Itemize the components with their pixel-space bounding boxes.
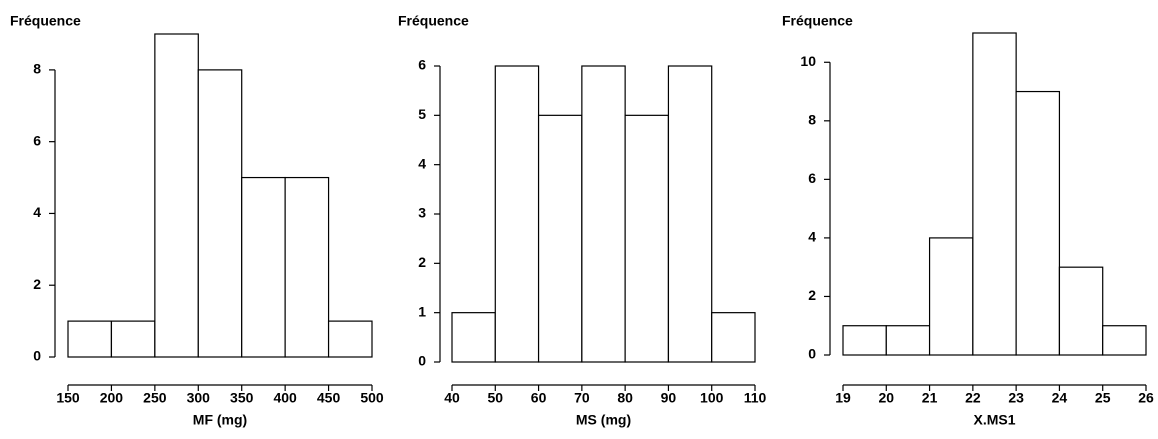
y-tick-label: 2 bbox=[33, 276, 41, 292]
x-axis-title: X.MS1 bbox=[973, 412, 1015, 428]
x-tick-label: 25 bbox=[1095, 390, 1111, 406]
x-tick-label: 60 bbox=[531, 390, 547, 406]
bar bbox=[972, 32, 1017, 356]
bar bbox=[1015, 90, 1061, 356]
x-tick-label: 23 bbox=[1008, 390, 1024, 406]
x-tick-label: 40 bbox=[444, 390, 460, 406]
y-tick-label: 2 bbox=[808, 287, 816, 303]
x-tick-label: 200 bbox=[100, 390, 124, 406]
y-tick-label: 10 bbox=[800, 53, 816, 69]
bar bbox=[1058, 266, 1104, 356]
x-tick-label: 20 bbox=[878, 390, 894, 406]
y-tick-label: 4 bbox=[808, 229, 816, 245]
x-tick-label: 450 bbox=[317, 390, 341, 406]
x-tick-label: 400 bbox=[273, 390, 297, 406]
x-tick-label: 26 bbox=[1138, 390, 1154, 406]
y-tick-label: 4 bbox=[418, 155, 426, 171]
x-tick-label: 500 bbox=[360, 390, 384, 406]
x-axis-title: MS (mg) bbox=[576, 412, 631, 428]
bar bbox=[327, 320, 373, 358]
x-tick-label: 22 bbox=[965, 390, 981, 406]
bar bbox=[928, 237, 974, 356]
bar bbox=[581, 65, 626, 363]
x-tick-label: 19 bbox=[835, 390, 851, 406]
bar bbox=[1102, 325, 1147, 356]
y-tick-label: 0 bbox=[33, 348, 41, 364]
x-tick-label: 100 bbox=[700, 390, 724, 406]
bar bbox=[711, 312, 756, 363]
y-tick-label: 6 bbox=[418, 57, 426, 73]
x-tick-label: 250 bbox=[143, 390, 167, 406]
y-tick-label: 8 bbox=[808, 112, 816, 128]
x-tick-label: 350 bbox=[230, 390, 254, 406]
bar bbox=[154, 33, 199, 358]
bar bbox=[241, 176, 286, 358]
bar bbox=[537, 114, 583, 363]
x-tick-label: 21 bbox=[922, 390, 938, 406]
bar bbox=[624, 114, 670, 363]
y-tick-label: 4 bbox=[33, 204, 41, 220]
x-tick-label: 80 bbox=[617, 390, 633, 406]
x-tick-label: 90 bbox=[661, 390, 677, 406]
x-tick-label: 300 bbox=[187, 390, 211, 406]
y-tick-label: 0 bbox=[418, 353, 426, 369]
bar bbox=[885, 325, 931, 356]
y-axis-title: Fréquence bbox=[782, 13, 853, 29]
bar bbox=[284, 176, 330, 358]
x-tick-label: 150 bbox=[56, 390, 80, 406]
bar bbox=[451, 312, 496, 363]
x-tick-label: 24 bbox=[1052, 390, 1068, 406]
y-tick-label: 5 bbox=[418, 106, 426, 122]
y-tick-label: 1 bbox=[418, 303, 426, 319]
y-tick-label: 6 bbox=[808, 170, 816, 186]
y-tick-label: 6 bbox=[33, 132, 41, 148]
bar bbox=[842, 325, 887, 356]
y-axis-title: Fréquence bbox=[10, 13, 81, 29]
bar bbox=[667, 65, 713, 363]
x-axis-title: MF (mg) bbox=[193, 412, 247, 428]
bar bbox=[494, 65, 540, 363]
y-tick-label: 3 bbox=[418, 205, 426, 221]
y-tick-label: 0 bbox=[808, 346, 816, 362]
x-tick-label: 50 bbox=[487, 390, 503, 406]
x-tick-label: 70 bbox=[574, 390, 590, 406]
x-tick-label: 110 bbox=[744, 390, 767, 406]
bar bbox=[110, 320, 156, 358]
y-axis-title: Fréquence bbox=[398, 13, 469, 29]
y-tick-label: 8 bbox=[33, 61, 41, 77]
y-tick-label: 2 bbox=[418, 254, 426, 270]
bar bbox=[197, 69, 243, 358]
bar bbox=[67, 320, 113, 358]
